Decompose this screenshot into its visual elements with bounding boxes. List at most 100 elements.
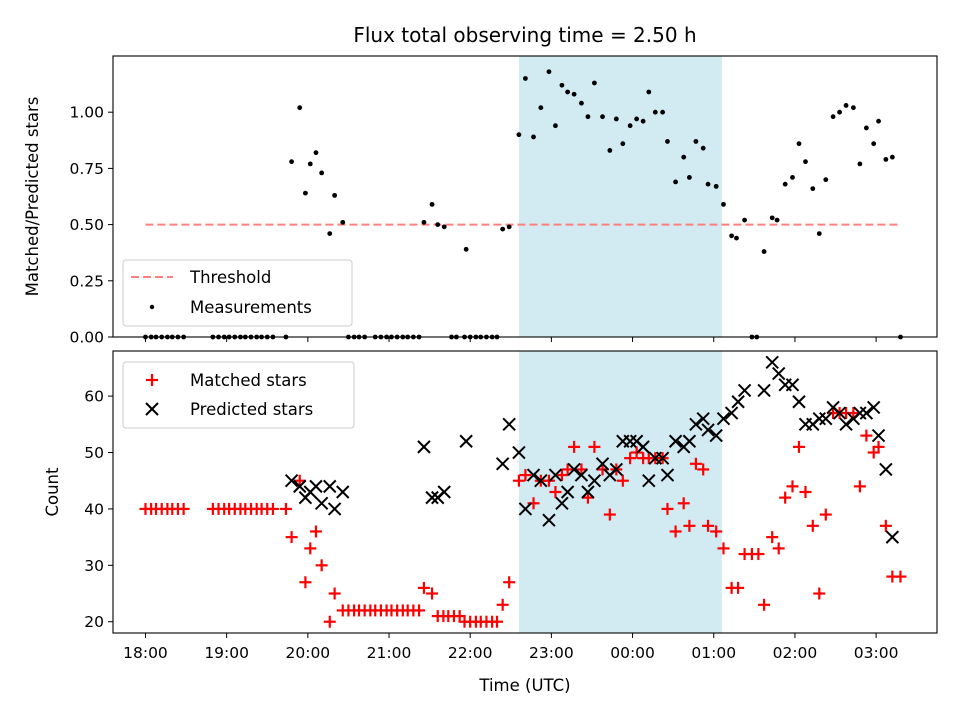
predicted-stars-point: [560, 485, 575, 499]
measurement-point: [774, 217, 780, 223]
matched-stars-point: [323, 615, 336, 628]
x-tick-label: 03:00: [854, 644, 899, 662]
predicted-stars-point: [542, 513, 556, 527]
matched-stars-point: [758, 598, 771, 611]
y-tick-label: 0.75: [69, 160, 104, 178]
y-tick-label: 30: [84, 557, 104, 575]
predicted-stars-point: [682, 434, 697, 448]
legend-measurements-label: Measurements: [190, 298, 312, 317]
matched-stars-point: [575, 463, 588, 476]
matched-stars-point: [894, 570, 907, 583]
matched-stars-point: [853, 480, 866, 493]
predicted-stars-point: [716, 411, 731, 426]
observing-window-shade: [518, 56, 722, 337]
count-legend: Matched stars Predicted stars: [122, 361, 355, 429]
predicted-stars-point: [534, 474, 548, 488]
measurement-point: [523, 76, 528, 81]
predicted-stars-point: [696, 411, 710, 426]
x-tick-label: 01:00: [691, 644, 736, 662]
matched-stars-point: [413, 604, 426, 617]
measurement-point: [289, 159, 295, 165]
matched-stars-point: [661, 502, 674, 515]
predicted-stars-point: [757, 383, 771, 398]
measurement-point: [652, 109, 658, 115]
x-tick-label: 22:00: [448, 644, 493, 662]
x-tick-label: 18:00: [123, 644, 168, 662]
measurement-point: [693, 139, 699, 144]
matched-stars-point: [561, 463, 574, 476]
matched-stars-point: [299, 576, 312, 589]
matched-stars-point: [503, 576, 516, 589]
measurement-point: [500, 226, 506, 232]
x-tick-label: 23:00: [529, 644, 574, 662]
predicted-stars-point: [636, 440, 650, 454]
measurement-point: [506, 224, 512, 230]
measurement-point: [627, 123, 633, 129]
matched-stars-point: [568, 440, 581, 453]
ratio-legend-box: [122, 259, 353, 327]
measurement-point: [559, 82, 565, 88]
ratio-axes-frame: [112, 55, 938, 338]
ratio-y-axis-label: Matched/Predicted stars: [23, 97, 42, 297]
predicted-stars-point: [425, 490, 439, 505]
matched-stars-point: [279, 502, 292, 515]
ratio-plot-marks: [143, 69, 903, 340]
matched-stars-point: [792, 440, 805, 453]
measurement-point: [435, 222, 441, 228]
predicted-stars-point: [859, 406, 874, 420]
measurement-point: [713, 183, 719, 189]
predicted-stars-point: [567, 462, 581, 477]
matched-stars-point: [309, 525, 322, 538]
predicted-stars-point: [660, 468, 675, 482]
matched-stars-point: [624, 452, 637, 465]
predicted-stars-point: [785, 378, 800, 392]
predicted-stars-point: [512, 445, 526, 460]
predicted-stars-point: [495, 457, 510, 471]
y-tick-label: 1.00: [69, 104, 104, 122]
legend-matched-swatch: [146, 374, 158, 386]
measurement-point: [516, 132, 522, 138]
measurement-point: [863, 125, 869, 131]
matched-stars-point: [786, 480, 799, 493]
measurement-point: [592, 80, 597, 86]
legend-predicted-swatch: [145, 402, 159, 416]
x-tick-label: 00:00: [610, 644, 655, 662]
measurement-point: [340, 219, 346, 225]
measurement-point: [585, 114, 591, 120]
x-tick-label: 19:00: [204, 644, 249, 662]
matched-stars-point: [799, 486, 812, 498]
count-y-axis-label: Count: [43, 467, 62, 517]
measurement-point: [640, 118, 646, 124]
measurement-point: [782, 181, 788, 187]
measurement-point: [742, 217, 747, 223]
matched-stars-point: [549, 486, 562, 498]
predicted-stars-point: [812, 411, 826, 426]
matched-stars-point: [519, 469, 532, 482]
measurement-point: [579, 100, 584, 106]
predicted-stars-point: [832, 406, 847, 420]
measurement-point: [803, 159, 808, 165]
measurement-point: [429, 201, 435, 207]
predicted-stars-point: [581, 485, 595, 499]
measurement-point: [313, 150, 319, 156]
y-tick-label: 0.00: [69, 329, 104, 347]
predicted-stars-point: [518, 502, 533, 516]
measurement-point: [613, 116, 619, 122]
predicted-stars-point: [555, 496, 569, 510]
measurement-point: [441, 224, 447, 230]
predicted-stars-point: [437, 485, 451, 499]
predicted-stars-point: [548, 468, 563, 482]
predicted-stars-point: [314, 496, 329, 510]
matched-stars-point: [496, 598, 509, 611]
matched-stars-point: [752, 548, 765, 561]
measurement-point: [883, 157, 889, 162]
matched-stars-point: [293, 474, 306, 487]
predicted-stars-point: [587, 474, 602, 488]
predicted-stars-point: [668, 434, 683, 448]
predicted-stars-point: [293, 479, 307, 494]
measurement-point: [796, 141, 802, 147]
measurement-point: [673, 179, 678, 185]
predicted-stars-point: [709, 428, 723, 443]
